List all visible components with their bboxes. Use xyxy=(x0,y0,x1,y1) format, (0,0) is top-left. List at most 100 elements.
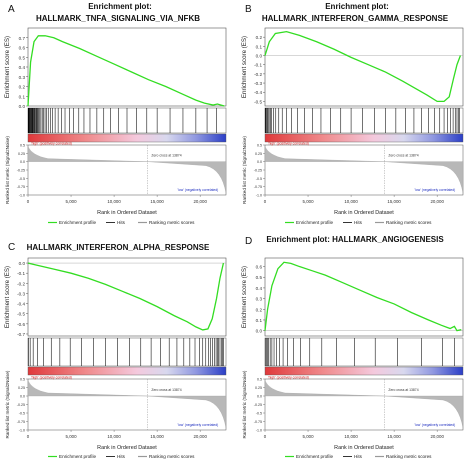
metric-y-tick-label: 0.5 xyxy=(20,144,25,148)
negative-correlation-label: 'low' (negatively correlated) xyxy=(414,423,455,427)
y-tick-label: 0.2 xyxy=(256,35,263,40)
metric-y-tick-label: -0.25 xyxy=(254,169,262,173)
hits-frame xyxy=(28,338,226,366)
x-tick-label: 20,000 xyxy=(430,434,444,439)
y-tick-label: 0.4 xyxy=(19,65,26,70)
y-tick-label: -0.6 xyxy=(17,322,25,327)
x-tick-label: 15,000 xyxy=(150,199,164,204)
metric-y-axis-label: Ranked list metric (Signal2Noise) xyxy=(5,370,10,438)
y-tick-label: -0.2 xyxy=(17,281,25,286)
metric-y-tick-label: -1.0 xyxy=(19,194,25,198)
legend-enrichment-label: Enrichment profile xyxy=(296,220,333,225)
panel-letter: A xyxy=(8,4,15,15)
metric-y-tick-label: -1.0 xyxy=(19,429,25,433)
x-tick-label: 15,000 xyxy=(150,434,164,439)
metric-y-axis-label: Ranked list metric (Signal2Noise) xyxy=(5,136,10,204)
metric-y-tick-label: -0.75 xyxy=(17,185,25,189)
x-tick-label: 20,000 xyxy=(430,199,444,204)
es-y-axis-label: Enrichment score (ES) xyxy=(4,266,11,328)
panel-letter: C xyxy=(8,242,15,253)
y-tick-label: -0.2 xyxy=(254,72,262,77)
panel-a: A Enrichment plot: HALLMARK_TNFA_SIGNALING… xyxy=(4,2,226,225)
metric-y-tick-label: -0.75 xyxy=(17,420,25,424)
metric-y-tick-label: 0.0 xyxy=(20,160,25,164)
es-y-axis-label: Enrichment score (ES) xyxy=(241,36,248,98)
x-tick-label: 5,000 xyxy=(303,434,315,439)
metric-y-tick-label: 0.0 xyxy=(20,395,25,399)
panel-letter: B xyxy=(245,4,252,15)
x-tick-label: 20,000 xyxy=(193,199,207,204)
y-tick-label: -0.4 xyxy=(254,90,262,95)
y-tick-label: 0.0 xyxy=(256,329,263,334)
y-tick-label: -0.1 xyxy=(254,63,262,68)
metric-y-tick-label: -0.25 xyxy=(254,403,262,407)
metric-y-axis-label: Ranked list metric (Signal2Noise) xyxy=(242,136,247,204)
legend-metric-label: Ranking metric scores xyxy=(149,220,195,225)
metric-y-tick-label: -0.5 xyxy=(256,412,262,416)
y-tick-label: 0.6 xyxy=(256,265,263,270)
y-tick-label: 0.4 xyxy=(256,286,263,291)
metric-y-tick-label: 0.5 xyxy=(257,378,262,382)
x-tick-label: 5,000 xyxy=(66,199,78,204)
positive-correlation-label: 'high' (positively correlated) xyxy=(31,142,72,146)
x-tick-label: 5,000 xyxy=(303,199,315,204)
x-axis-label: Rank in Ordered Dataset xyxy=(97,210,157,216)
negative-correlation-label: 'low' (negatively correlated) xyxy=(177,188,218,192)
x-tick-label: 0 xyxy=(264,434,267,439)
legend-metric-label: Ranking metric scores xyxy=(386,220,432,225)
y-tick-label: 0.0 xyxy=(19,261,26,266)
plot-title-gene-set: HALLMARK_TNFA_SIGNALING_VIA_NFKB xyxy=(36,14,200,23)
metric-y-tick-label: -0.5 xyxy=(19,177,25,181)
y-tick-label: -0.7 xyxy=(17,332,25,337)
metric-y-tick-label: 0.25 xyxy=(255,386,262,390)
hits-frame xyxy=(265,108,463,133)
x-tick-label: 20,000 xyxy=(193,434,207,439)
panel-c: C HALLMARK_INTERFERON_ALPHA_RESPONSE 0.0 -0… xyxy=(4,242,226,459)
legend-metric-label: Ranking metric scores xyxy=(386,454,432,459)
x-axis-label: Rank in Ordered Dataset xyxy=(334,210,394,216)
x-tick-label: 10,000 xyxy=(107,199,121,204)
metric-y-tick-label: 0.5 xyxy=(20,378,25,382)
legend-enrichment-label: Enrichment profile xyxy=(59,220,96,225)
metric-y-tick-label: -0.75 xyxy=(254,420,262,424)
zero-cross-label: Zero cross at 13874 xyxy=(151,154,181,158)
x-tick-label: 5,000 xyxy=(66,434,78,439)
metric-y-tick-label: 0.5 xyxy=(257,144,262,148)
metric-y-tick-label: 0.25 xyxy=(18,386,25,390)
y-tick-label: 0.3 xyxy=(19,75,26,80)
positive-correlation-label: 'high' (positively correlated) xyxy=(268,376,309,380)
legend-hits-label: Hits xyxy=(117,454,126,459)
zero-cross-label: Zero cross at 13874 xyxy=(151,388,181,392)
metric-y-tick-label: 0.25 xyxy=(255,152,262,156)
y-tick-label: 0.7 xyxy=(19,36,26,41)
y-tick-label: 0.5 xyxy=(19,55,26,60)
y-tick-label: -0.3 xyxy=(254,81,262,86)
legend-enrichment-label: Enrichment profile xyxy=(296,454,333,459)
zero-cross-label: Zero cross at 13874 xyxy=(388,388,418,392)
metric-y-tick-label: -0.75 xyxy=(254,185,262,189)
x-tick-label: 0 xyxy=(264,199,267,204)
y-tick-label: 0.2 xyxy=(19,85,26,90)
metric-y-tick-label: -1.0 xyxy=(256,429,262,433)
legend-hits-label: Hits xyxy=(117,220,126,225)
x-tick-label: 0 xyxy=(27,434,30,439)
y-tick-label: 0.1 xyxy=(256,318,263,323)
metric-y-tick-label: -0.5 xyxy=(256,177,262,181)
x-tick-label: 0 xyxy=(27,199,30,204)
metric-y-tick-label: -0.25 xyxy=(17,169,25,173)
plot-title: Enrichment plot: xyxy=(88,2,152,11)
y-tick-label: -0.5 xyxy=(17,312,25,317)
x-axis-label: Rank in Ordered Dataset xyxy=(97,445,157,451)
metric-y-tick-label: -1.0 xyxy=(256,194,262,198)
panel-letter: D xyxy=(245,236,252,247)
zero-cross-label: Zero cross at 13874 xyxy=(388,154,418,158)
plot-title-gene-set: HALLMARK_INTERFERON_ALPHA_RESPONSE xyxy=(27,243,210,252)
plot-title: Enrichment plot: xyxy=(325,2,389,11)
y-tick-label: 0.0 xyxy=(19,104,26,109)
y-tick-label: 0.3 xyxy=(256,297,263,302)
panel-d: D Enrichment plot: HALLMARK_ANGIOGENESIS 0… xyxy=(241,235,463,459)
y-tick-label: 0.0 xyxy=(256,54,263,59)
y-tick-label: 0.6 xyxy=(19,46,26,51)
y-tick-label: -0.4 xyxy=(17,302,25,307)
